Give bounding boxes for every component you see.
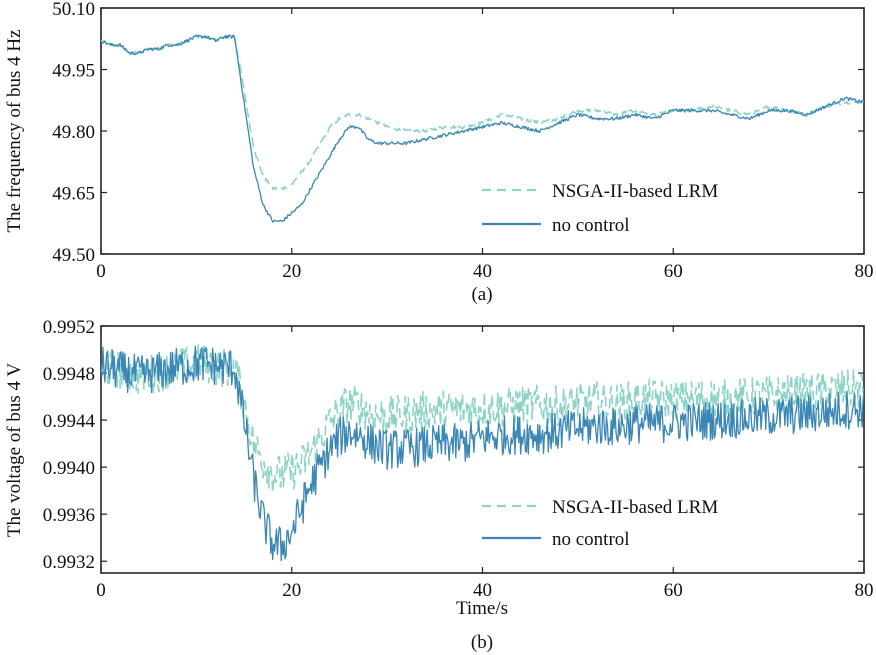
series-line-no-control: [101, 345, 864, 562]
panel-caption: (b): [471, 632, 493, 653]
y-tick-label: 49.65: [52, 184, 95, 205]
y-axis-label: The voltage of bus 4 V: [4, 363, 25, 538]
x-tick-label: 60: [664, 261, 683, 282]
x-tick-label: 0: [96, 261, 106, 282]
y-tick-label: 49.50: [52, 245, 95, 266]
x-tick-label: 20: [282, 580, 301, 601]
panel-a: 0 20 40 60 80 49.50 49.65 49.80 49.95 50.10 The f…: [4, 0, 874, 305]
x-tick-label: 40: [473, 261, 492, 282]
y-tick-label: 0.9936: [43, 505, 95, 526]
y-axis-label: The frequency of bus 4 Hz: [4, 29, 25, 232]
x-axis-label: Time/s: [456, 598, 508, 619]
x-tick-label: 80: [855, 580, 874, 601]
y-tick-label: 0.9952: [43, 317, 95, 338]
legend-label-lrm: NSGA-II-based LRM: [552, 497, 718, 518]
plot-frame: [100, 7, 865, 255]
y-tick-label: 0.9948: [43, 364, 95, 385]
y-tick-label: 0.9944: [43, 411, 96, 432]
y-tick-label: 49.95: [52, 61, 95, 82]
panel-caption: (a): [471, 284, 492, 305]
x-tick-label: 40: [473, 580, 492, 601]
y-tick-label: 0.9940: [43, 458, 95, 479]
legend: NSGA-II-based LRM no control: [482, 497, 718, 550]
x-tick-label: 0: [96, 580, 106, 601]
y-tick-label: 0.9932: [43, 552, 95, 573]
series-line-no-control: [101, 34, 864, 223]
x-tick-label: 60: [664, 580, 683, 601]
x-tick-label: 20: [282, 261, 301, 282]
y-tick-label: 50.10: [52, 0, 95, 20]
legend: NSGA-II-based LRM no control: [482, 181, 718, 236]
series-line-lrm: [101, 34, 864, 191]
panel-b: 0 20 40 60 80 0.9932 0.9936 0.9940 0.9944 0.9948 0…: [4, 317, 874, 653]
legend-label-lrm: NSGA-II-based LRM: [552, 181, 718, 202]
x-tick-label: 80: [855, 261, 874, 282]
legend-label-no-control: no control: [552, 215, 630, 236]
legend-label-no-control: no control: [552, 529, 630, 550]
y-tick-label: 49.80: [52, 122, 95, 143]
